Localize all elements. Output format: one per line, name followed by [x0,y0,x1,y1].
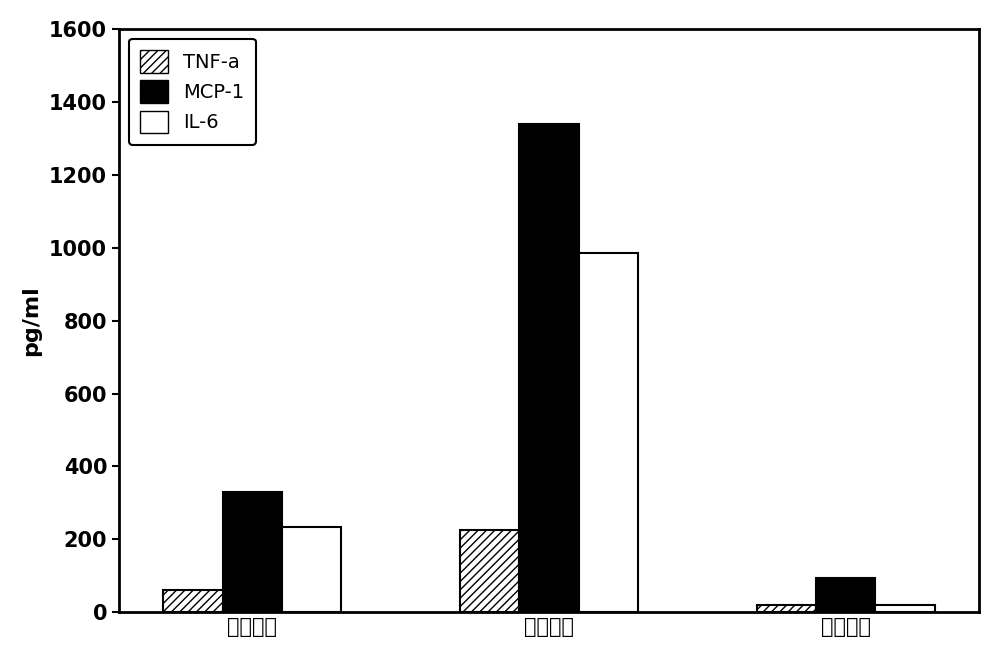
Y-axis label: pg/ml: pg/ml [21,285,41,356]
Bar [519,124,579,613]
Bar [223,492,282,613]
Bar [757,605,816,613]
Bar [816,578,875,613]
Bar [282,526,341,613]
Bar [460,530,519,613]
Bar [163,590,223,613]
Legend: TNF-a, MCP-1, IL-6: TNF-a, MCP-1, IL-6 [129,39,256,145]
Bar [875,605,935,613]
Bar [579,253,638,613]
